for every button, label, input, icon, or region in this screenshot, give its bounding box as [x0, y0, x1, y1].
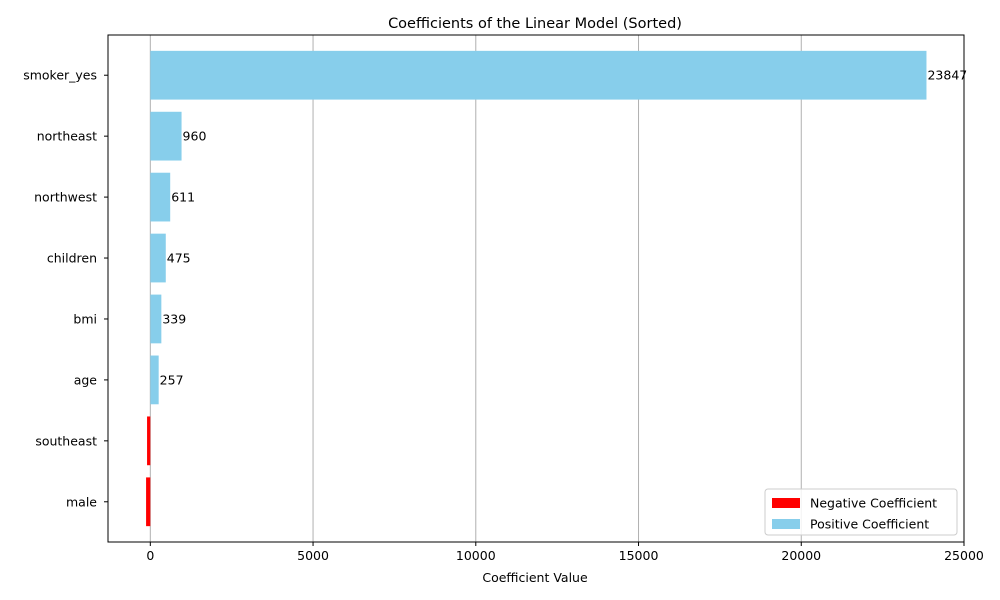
bar-smoker_yes: [150, 50, 927, 100]
y-tick-label: bmi: [73, 311, 97, 326]
y-tick-label: northeast: [37, 129, 97, 144]
y-tick-label: age: [74, 372, 98, 387]
data-label-northwest: 611: [171, 190, 195, 205]
y-tick-label: male: [66, 494, 97, 509]
data-label-age: 257: [160, 372, 184, 387]
legend-entry-label: Negative Coefficient: [810, 496, 937, 511]
bar-northeast: [150, 111, 182, 161]
legend-swatch: [772, 498, 800, 508]
bar-southeast: [147, 416, 151, 466]
data-label-children: 475: [167, 251, 191, 266]
bar-male: [146, 477, 151, 527]
legend-entry-label: Positive Coefficient: [810, 517, 929, 532]
y-tick-label: smoker_yes: [23, 68, 97, 83]
x-tick-label: 25000: [944, 548, 984, 563]
legend-box: [764, 488, 958, 536]
legend-swatch: [772, 519, 800, 529]
legend: Negative Coefficient Positive Coefficient: [764, 488, 958, 536]
y-tick-label: northwest: [34, 190, 97, 205]
y-tick-label: southeast: [35, 433, 97, 448]
bar-children: [150, 233, 166, 283]
x-tick-label: 0: [146, 548, 154, 563]
bar-age: [150, 355, 159, 405]
grid-layer: [149, 35, 965, 542]
x-tick-label: 20000: [781, 548, 821, 563]
bar-bmi: [150, 294, 162, 344]
bar-northwest: [150, 172, 171, 222]
chart-title: Coefficients of the Linear Model (Sorted…: [388, 16, 682, 32]
data-labels-layer: 23847 960 611 475 339 257: [160, 68, 968, 388]
x-tick-label: 15000: [619, 548, 659, 563]
data-label-northeast: 960: [183, 129, 207, 144]
x-axis-label: Coefficient Value: [482, 570, 588, 585]
ticks-layer: 0 5000 10000 15000 20000 25000 smoker_yesnorth…: [23, 68, 984, 563]
x-tick-label: 5000: [297, 548, 329, 563]
data-label-smoker_yes: 23847: [927, 68, 967, 83]
data-label-bmi: 339: [162, 311, 186, 326]
plot-frame: [107, 34, 965, 543]
bars-layer: [146, 50, 927, 527]
x-tick-label: 10000: [456, 548, 496, 563]
y-tick-label: children: [47, 251, 97, 266]
